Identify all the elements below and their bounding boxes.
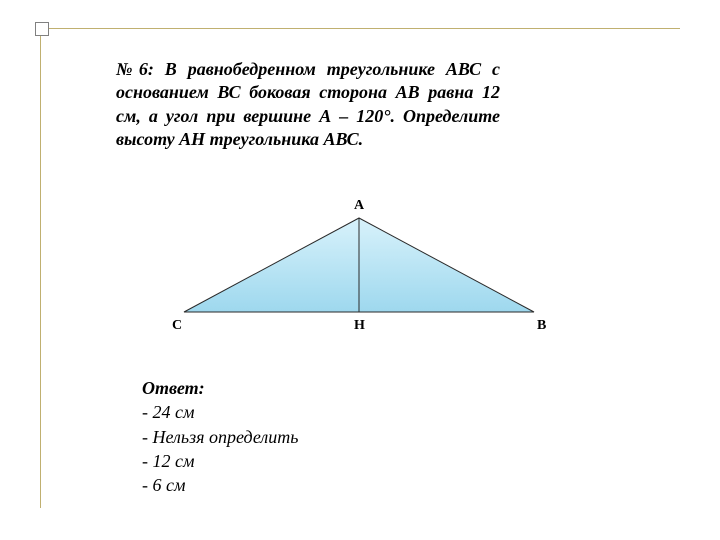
vertex-label-a: A: [354, 198, 364, 214]
corner-box: [35, 22, 49, 36]
answer-heading: Ответ:: [142, 376, 298, 400]
answer-option: - Нельзя определить: [142, 425, 298, 449]
answer-option: - 12 см: [142, 449, 298, 473]
vertex-label-b: B: [537, 318, 546, 334]
problem-text: №6: В равнобедренном треугольнике АВС с …: [116, 58, 500, 152]
answer-option: - 24 см: [142, 400, 298, 424]
vertex-label-h: Н: [354, 318, 365, 334]
answer-block: Ответ: - 24 см - Нельзя определить - 12 …: [142, 376, 298, 497]
rule-left: [40, 28, 41, 508]
rule-top: [40, 28, 680, 29]
answer-option: - 6 см: [142, 473, 298, 497]
triangle-figure: A B C Н: [172, 200, 546, 340]
slide: №6: В равнобедренном треугольнике АВС с …: [0, 0, 720, 540]
vertex-label-c: C: [172, 318, 182, 334]
